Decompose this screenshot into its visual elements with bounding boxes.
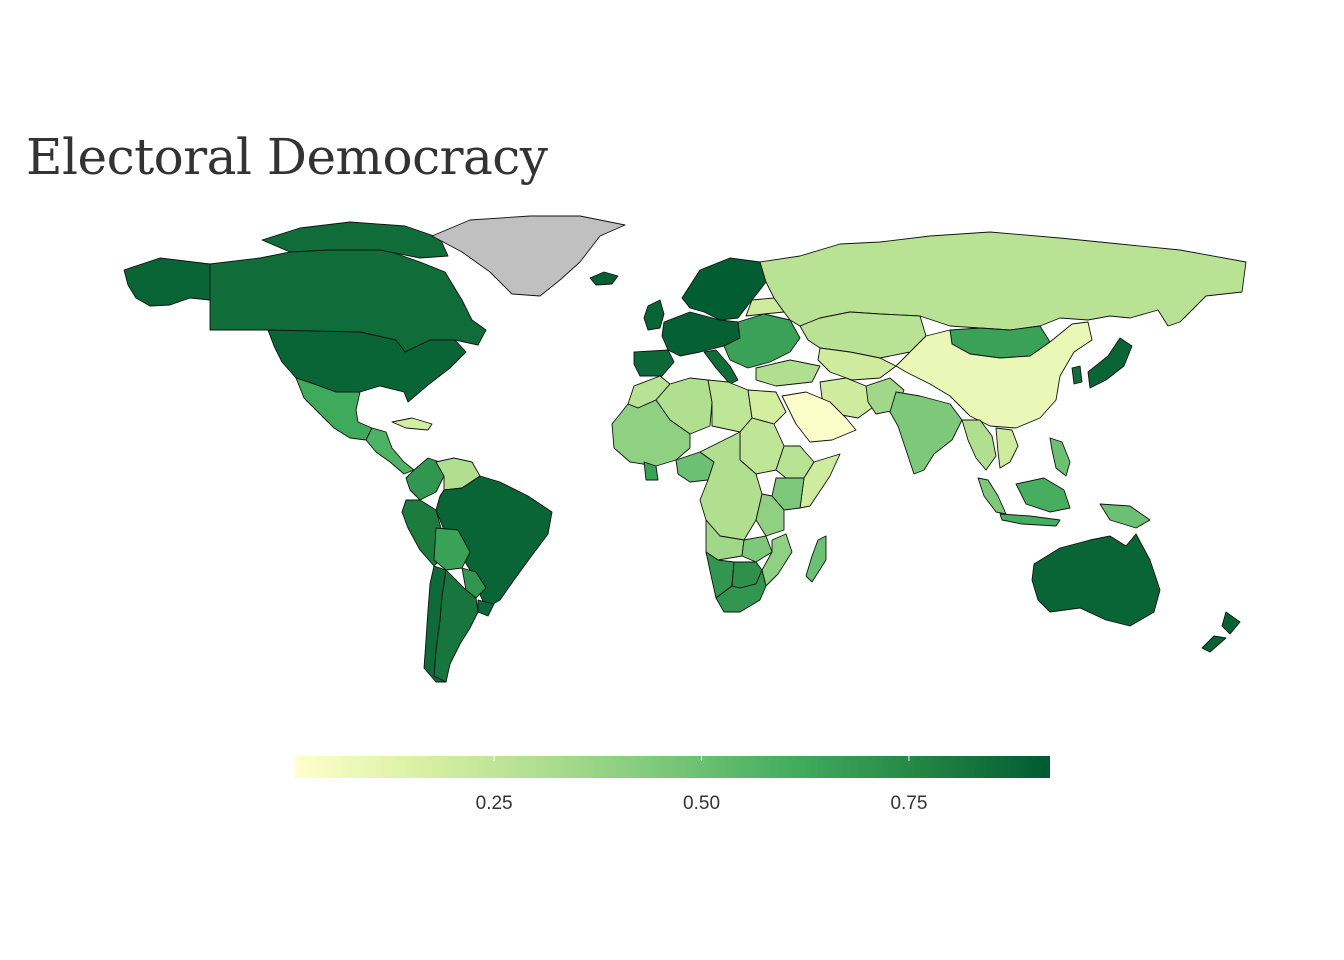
region-madagascar[interactable] [805, 535, 827, 583]
region-cuba[interactable] [391, 417, 433, 431]
region-indonesia-java[interactable] [999, 513, 1061, 527]
region-belarus[interactable] [745, 297, 785, 317]
region-new-zealand[interactable] [1201, 611, 1241, 653]
region-ghana[interactable] [643, 461, 659, 481]
region-china[interactable] [895, 321, 1093, 429]
region-philippines[interactable] [1049, 437, 1071, 477]
region-saudi-arabia[interactable] [781, 391, 857, 443]
region-south-africa[interactable] [715, 569, 767, 613]
region-kenya[interactable] [771, 477, 805, 511]
region-libya[interactable] [707, 379, 753, 433]
region-colombia[interactable] [405, 457, 445, 501]
region-zambia[interactable] [741, 535, 773, 563]
region-japan[interactable] [1087, 337, 1133, 389]
colorbar-legend: 0.25 0.50 0.75 [295, 756, 1050, 814]
region-papua-new-guinea[interactable] [1099, 503, 1151, 529]
region-iceland[interactable] [589, 271, 619, 286]
region-south-korea[interactable] [1071, 365, 1083, 385]
colorbar-tick-label: 0.50 [683, 793, 720, 814]
region-vietnam[interactable] [995, 427, 1019, 469]
region-chile[interactable] [423, 565, 447, 683]
region-mozambique[interactable] [761, 533, 793, 587]
colorbar-tick-label: 0.25 [476, 793, 513, 814]
region-central-asia[interactable] [817, 347, 897, 381]
region-southeast-asia[interactable] [961, 419, 997, 471]
colorbar-ticks: 0.25 0.50 0.75 [476, 756, 927, 814]
region-paraguay[interactable] [461, 567, 487, 599]
region-australia[interactable] [1031, 533, 1161, 627]
region-greenland[interactable] [431, 215, 626, 297]
country-layer [123, 215, 1247, 683]
region-indonesia[interactable] [1015, 477, 1071, 513]
region-malaysia[interactable] [977, 477, 1007, 515]
region-kazakhstan[interactable] [799, 311, 927, 359]
region-central-america[interactable] [365, 427, 415, 475]
region-brazil[interactable] [435, 475, 553, 609]
chart-title: Electoral Democracy [26, 128, 548, 186]
region-eastern-europe[interactable] [723, 313, 801, 369]
region-united-states[interactable] [267, 329, 467, 403]
region-tanzania[interactable] [755, 493, 785, 537]
region-turkey[interactable] [755, 359, 821, 387]
region-united-kingdom[interactable] [643, 299, 665, 331]
region-italy[interactable] [703, 349, 739, 385]
region-alaska[interactable] [123, 257, 211, 307]
region-egypt[interactable] [747, 389, 787, 425]
region-iberia[interactable] [633, 349, 675, 377]
region-canada-islands[interactable] [261, 221, 449, 259]
region-west-africa[interactable] [611, 399, 691, 467]
region-uruguay[interactable] [477, 599, 495, 617]
colorbar-tick-label: 0.75 [890, 793, 927, 814]
region-india[interactable] [889, 391, 963, 475]
colorbar-gradient [295, 756, 1050, 778]
